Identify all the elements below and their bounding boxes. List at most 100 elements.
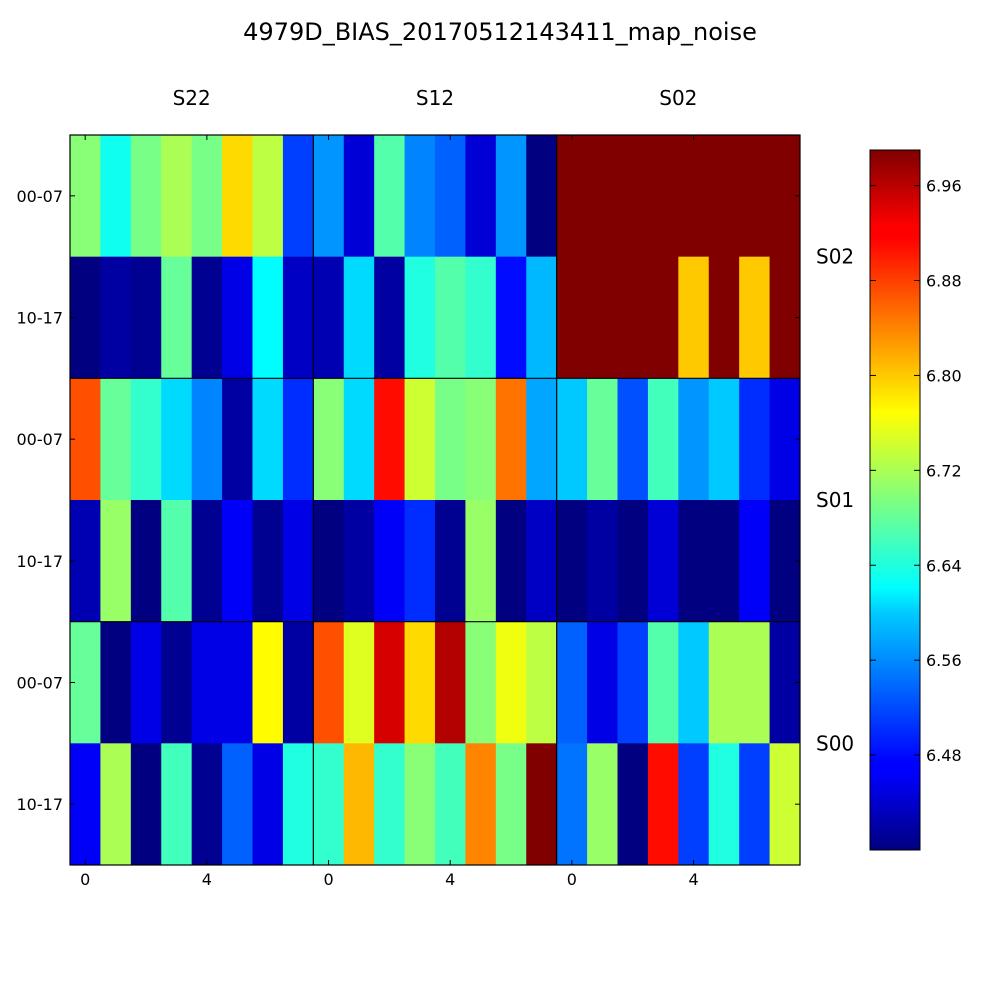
heatmap-cell: [739, 621, 770, 744]
heatmap-cell: [556, 135, 588, 258]
heatmap-cell: [708, 135, 740, 258]
heatmap-cell: [678, 256, 710, 379]
heatmap-cell: [313, 621, 345, 744]
heatmap-cell: [70, 378, 101, 501]
heatmap-cell: [252, 135, 284, 258]
heatmap-cell: [130, 378, 162, 501]
heatmap-cell: [313, 500, 345, 623]
heatmap-cell: [252, 378, 284, 501]
x-tick-label: 0: [323, 870, 333, 889]
x-tick-label: 4: [688, 870, 698, 889]
heatmap-cell: [70, 621, 101, 744]
heatmap-cell: [739, 743, 770, 866]
heatmap-cell: [404, 256, 436, 379]
heatmap-cell: [495, 621, 527, 744]
heatmap-cell: [526, 743, 558, 866]
heatmap-cell: [587, 743, 618, 866]
row-label: 10-17: [17, 795, 64, 814]
heatmap-cell: [282, 621, 314, 744]
heatmap-cell: [465, 743, 497, 866]
heatmap-cell: [100, 500, 132, 623]
heatmap-cell: [435, 256, 466, 379]
heatmap-cell: [708, 743, 740, 866]
colorbar-tick-label: 6.56: [926, 651, 962, 670]
heatmap-cell: [404, 621, 436, 744]
plot-frame: [69, 134, 801, 866]
heatmap-cell: [374, 743, 405, 866]
heatmap-cell: [678, 500, 710, 623]
heatmap-cell: [130, 743, 162, 866]
colorbar-tick-label: 6.48: [926, 746, 962, 765]
heatmap-cell: [495, 135, 527, 258]
heatmap-cell: [130, 500, 162, 623]
heatmap-cell: [343, 378, 375, 501]
heatmap-cell: [435, 500, 466, 623]
heatmap-cell: [70, 743, 101, 866]
colorbar-tick-label: 6.80: [926, 366, 962, 385]
heatmap-cell: [161, 256, 193, 379]
heatmap-cell: [617, 621, 649, 744]
heatmap-cell: [313, 743, 345, 866]
heatmap-cell: [70, 256, 101, 379]
heatmap-cell: [435, 135, 466, 258]
heatmap-cell: [222, 256, 253, 379]
colorbar-tick-label: 6.72: [926, 461, 962, 480]
heatmap-cell: [678, 135, 710, 258]
heatmap-cell: [282, 743, 314, 866]
x-tick-label: 4: [202, 870, 212, 889]
heatmap-cell: [526, 621, 558, 744]
heatmap-cell: [708, 500, 740, 623]
heatmap-cell: [495, 378, 527, 501]
colorbar-ticks: 6.96 6.88 6.80 6.72 6.64 6.56 6.48: [870, 177, 962, 765]
heatmap-cell: [222, 621, 253, 744]
column-group-labels: S22 S12 S02: [173, 86, 698, 110]
heatmap-cell: [222, 500, 253, 623]
heatmap-cell: [465, 135, 497, 258]
heatmap-cell: [313, 256, 345, 379]
panel-dividers: [70, 135, 800, 865]
heatmap-cell: [647, 378, 679, 501]
row-label: 10-17: [17, 552, 64, 571]
column-group-label: S02: [659, 86, 697, 110]
heatmap-cell: [313, 135, 345, 258]
heatmap-cell: [130, 135, 162, 258]
column-group-label: S22: [173, 86, 211, 110]
x-tick-label: 0: [567, 870, 577, 889]
heatmap-cell: [161, 500, 193, 623]
heatmap-cell: [404, 500, 436, 623]
heatmap-cell: [282, 256, 314, 379]
heatmap-cell: [708, 256, 740, 379]
heatmap-cell: [374, 500, 405, 623]
heatmap-cell: [343, 256, 375, 379]
heatmap-cell: [222, 378, 253, 501]
row-labels: 00-07 10-17 00-07 10-17 00-07 10-17: [17, 187, 800, 814]
heatmap-cell: [587, 500, 618, 623]
heatmap-cell: [100, 256, 132, 379]
heatmap-cell: [739, 135, 770, 258]
heatmap-cell: [70, 500, 101, 623]
heatmap-cell: [161, 378, 193, 501]
heatmap-cell: [739, 378, 770, 501]
heatmap-cell: [343, 135, 375, 258]
heatmap-cell: [678, 621, 710, 744]
heatmap-cell: [587, 378, 618, 501]
x-tick-label: 4: [445, 870, 455, 889]
row-group-label: S01: [816, 488, 854, 512]
heatmap-cell: [495, 500, 527, 623]
column-group-label: S12: [416, 86, 454, 110]
heatmap-cell: [556, 378, 588, 501]
heatmap-cell: [556, 743, 588, 866]
heatmap-cell: [617, 378, 649, 501]
heatmap-cells: [70, 135, 801, 866]
heatmap-cell: [617, 135, 649, 258]
heatmap-cell: [556, 500, 588, 623]
heatmap-cell: [100, 378, 132, 501]
heatmap-cell: [252, 621, 284, 744]
heatmap-cell: [191, 135, 223, 258]
heatmap-cell: [130, 256, 162, 379]
heatmap-cell: [374, 621, 405, 744]
heatmap-cell: [282, 135, 314, 258]
heatmap-cell: [282, 378, 314, 501]
heatmap-cell: [404, 378, 436, 501]
